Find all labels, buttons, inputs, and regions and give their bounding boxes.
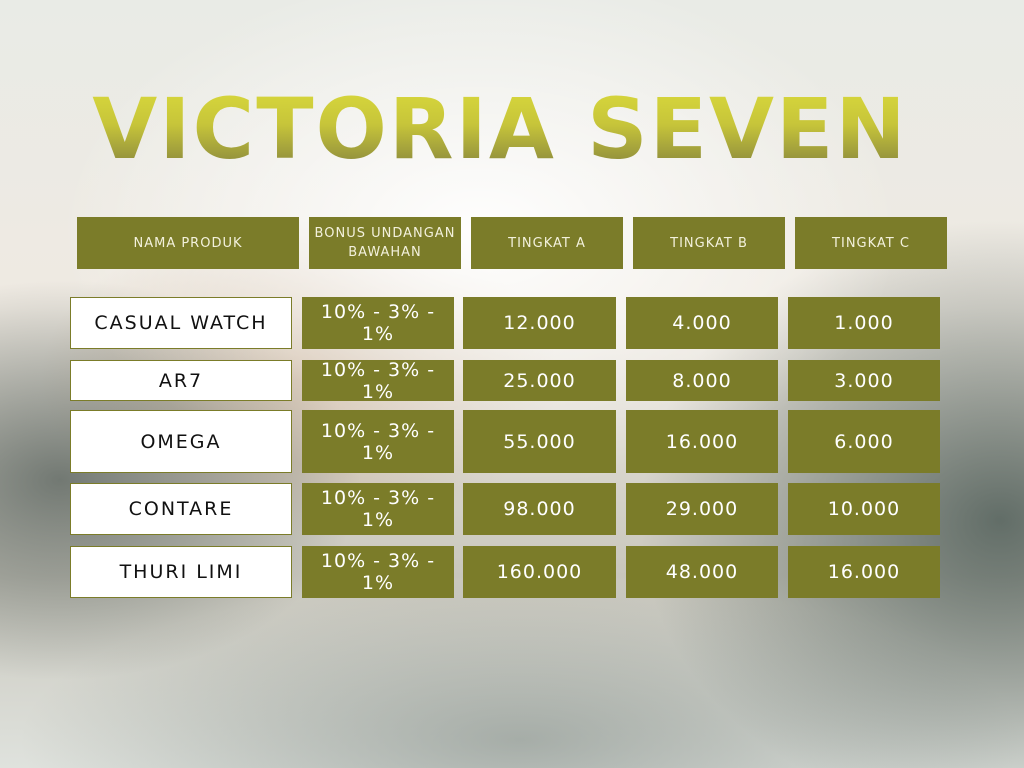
header-bonus: BONUS UNDANGAN BAWAHAN: [309, 217, 461, 269]
table-cell-a: 25.000: [463, 360, 616, 401]
table-cell-name: AR7: [70, 360, 292, 401]
table-cell-a: 12.000: [463, 297, 616, 349]
header-tingkat-b: TINGKAT B: [633, 217, 785, 269]
table-cell-a: 98.000: [463, 483, 616, 535]
table-cell-c: 6.000: [788, 410, 940, 473]
table-cell-c: 1.000: [788, 297, 940, 349]
table-cell-b: 4.000: [626, 297, 778, 349]
table-cell-b: 8.000: [626, 360, 778, 401]
table-cell-c: 16.000: [788, 546, 940, 598]
table-cell-c: 10.000: [788, 483, 940, 535]
table-cell-c: 3.000: [788, 360, 940, 401]
table-cell-name: OMEGA: [70, 410, 292, 473]
table-cell-bonus: 10% - 3% - 1%: [302, 297, 454, 349]
table-cell-a: 160.000: [463, 546, 616, 598]
table-cell-name: CASUAL WATCH: [70, 297, 292, 349]
table-cell-bonus: 10% - 3% - 1%: [302, 359, 454, 403]
header-tingkat-a: TINGKAT A: [471, 217, 623, 269]
table-cell-b: 48.000: [626, 546, 778, 598]
table-cell-bonus: 10% - 3% - 1%: [302, 410, 454, 473]
table-cell-bonus: 10% - 3% - 1%: [302, 546, 454, 598]
table-cell-name: THURI LIMI: [70, 546, 292, 598]
page-title: VICTORIA SEVEN: [0, 80, 1000, 178]
table-cell-b: 29.000: [626, 483, 778, 535]
header-tingkat-c: TINGKAT C: [795, 217, 947, 269]
table-cell-name: CONTARE: [70, 483, 292, 535]
table-cell-a: 55.000: [463, 410, 616, 473]
table-cell-b: 16.000: [626, 410, 778, 473]
table-cell-bonus: 10% - 3% - 1%: [302, 483, 454, 535]
header-nama-produk: NAMA PRODUK: [77, 217, 299, 269]
